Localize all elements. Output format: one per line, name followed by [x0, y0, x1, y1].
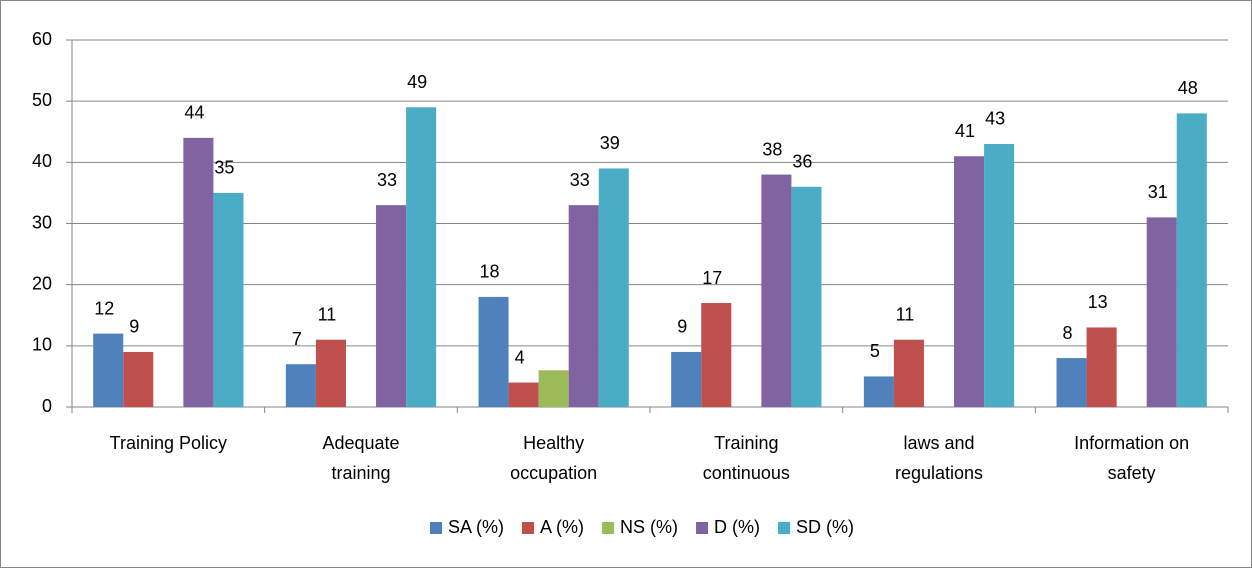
legend-swatch — [522, 522, 535, 534]
bar — [478, 296, 509, 407]
x-tick-label: Adequate training — [322, 433, 399, 483]
bar — [213, 192, 244, 407]
bar — [315, 339, 346, 407]
x-tick-label-line: Healthy — [523, 433, 584, 453]
bar — [123, 351, 154, 407]
data-label: 33 — [377, 170, 397, 190]
data-label: 48 — [1178, 78, 1198, 98]
data-label: 9 — [129, 317, 139, 337]
x-tick-label-line: Training — [714, 433, 778, 453]
data-label: 5 — [870, 341, 880, 361]
data-label: 18 — [480, 262, 500, 282]
legend-label: D (%) — [714, 517, 760, 537]
data-label: 35 — [214, 158, 234, 178]
bar — [183, 137, 214, 407]
x-tick-label: Information on safety — [1074, 433, 1189, 483]
bar — [568, 205, 599, 407]
data-label: 39 — [600, 133, 620, 153]
x-tick-label-line: Training Policy — [110, 433, 227, 453]
data-label: 8 — [1063, 323, 1073, 343]
data-label: 38 — [762, 139, 782, 159]
x-tick-label: Training Policy — [110, 433, 227, 453]
y-tick-label: 40 — [32, 151, 52, 171]
bar — [93, 333, 124, 407]
legend-label: SA (%) — [448, 517, 504, 537]
bar — [863, 376, 894, 407]
bar — [376, 205, 407, 407]
bar — [1146, 217, 1177, 407]
bar — [508, 382, 539, 407]
x-tick-label: Healthy occupation — [510, 433, 597, 483]
bar — [761, 174, 792, 407]
data-label: 33 — [570, 170, 590, 190]
y-tick-label: 10 — [32, 335, 52, 355]
legend-swatch — [778, 522, 791, 534]
data-label: 44 — [184, 103, 204, 123]
legend-label: NS (%) — [620, 517, 678, 537]
x-tick-label-line: laws and — [903, 433, 974, 453]
bar — [791, 186, 822, 407]
y-tick-label: 20 — [32, 273, 52, 293]
legend-swatch — [602, 522, 615, 534]
bar — [984, 143, 1015, 407]
data-label: 49 — [407, 72, 427, 92]
bar — [538, 370, 569, 407]
x-tick-label-line: regulations — [895, 463, 983, 483]
data-label: 7 — [292, 329, 302, 349]
data-label: 43 — [985, 109, 1005, 129]
x-tick-label-line: training — [331, 463, 390, 483]
x-tick-label-line: occupation — [510, 463, 597, 483]
legend-label: A (%) — [540, 517, 584, 537]
y-tick-label: 0 — [42, 396, 52, 416]
data-label: 41 — [955, 121, 975, 141]
bar — [893, 339, 924, 407]
bar — [1056, 358, 1087, 407]
data-label: 11 — [896, 304, 915, 324]
bar — [954, 156, 985, 407]
legend-label: SD (%) — [796, 517, 854, 537]
x-tick-label-line: safety — [1108, 463, 1156, 483]
data-label: 17 — [702, 268, 722, 288]
data-label: 9 — [677, 317, 687, 337]
bar — [701, 303, 732, 407]
y-tick-label: 50 — [32, 90, 52, 110]
data-label: 36 — [792, 152, 812, 172]
x-tick-label-line: Information on — [1074, 433, 1189, 453]
data-label: 11 — [318, 304, 337, 324]
x-tick-label-line: Adequate — [322, 433, 399, 453]
legend-swatch — [430, 522, 442, 534]
bar — [1086, 327, 1117, 407]
bar — [671, 351, 702, 407]
y-tick-label: 30 — [32, 212, 52, 232]
data-label: 4 — [515, 347, 525, 367]
data-label: 31 — [1148, 182, 1168, 202]
x-tick-label: Training continuous — [703, 433, 790, 483]
y-tick-label: 60 — [32, 29, 52, 49]
bar — [598, 168, 629, 407]
legend-swatch — [696, 522, 709, 534]
bar — [1176, 113, 1207, 408]
data-label: 13 — [1088, 292, 1108, 312]
bar — [406, 107, 437, 408]
data-label: 12 — [94, 298, 114, 318]
x-tick-label: laws and regulations — [895, 433, 983, 483]
bar — [285, 364, 316, 407]
x-tick-label-line: continuous — [703, 463, 790, 483]
